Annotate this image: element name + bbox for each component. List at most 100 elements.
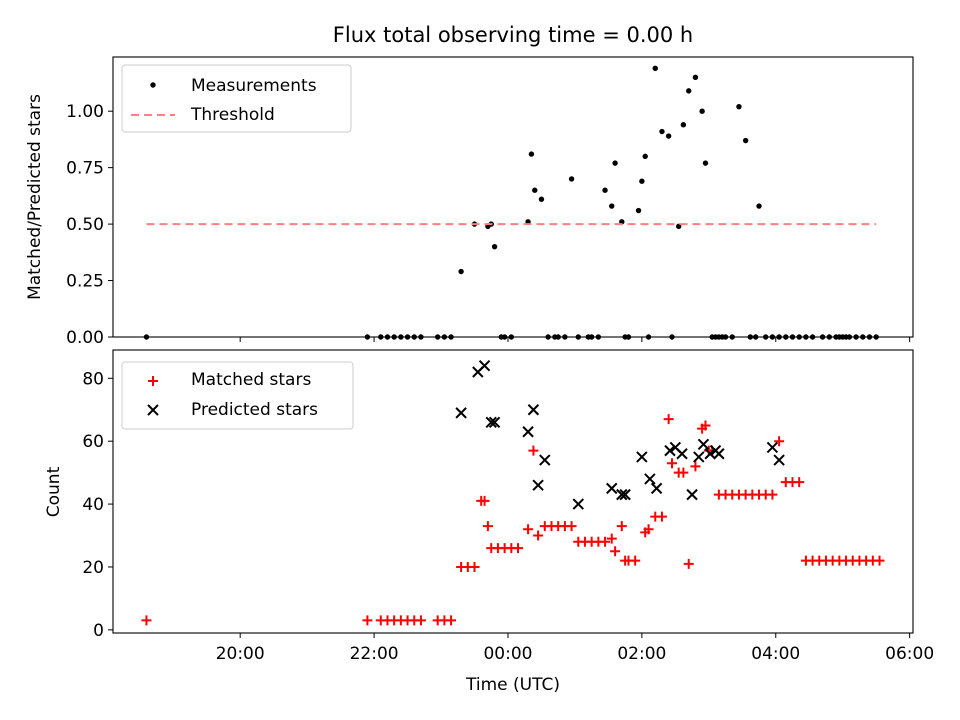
matched-stars-point [513, 543, 524, 554]
measurements-point [532, 187, 538, 193]
matched-stars-point [643, 524, 654, 535]
legend-matched-label: Matched stars [191, 370, 311, 390]
bottom-xtick-label: 02:00 [617, 644, 666, 664]
measurements-point [756, 203, 762, 209]
matched-stars-point [600, 536, 611, 547]
measurements-point [568, 176, 575, 182]
matched-stars-point [523, 524, 534, 535]
legend-predicted-marker [147, 404, 159, 416]
measurements-point [665, 133, 672, 139]
bottom-ytick-label: 40 [82, 495, 104, 515]
measurements-point [602, 187, 608, 193]
measurements-point [680, 122, 687, 128]
predicted-stars-point [773, 454, 785, 466]
bottom-xtick-label: 06:00 [885, 644, 934, 664]
predicted-stars-point [485, 416, 497, 429]
measurements-point [609, 203, 615, 209]
matched-stars-point [610, 546, 621, 557]
legend-predicted-label: Predicted stars [191, 400, 318, 420]
measurements-point [538, 196, 545, 202]
measurements-point [652, 65, 658, 71]
measurements-point [491, 243, 498, 250]
measurements-point [686, 88, 692, 94]
legend-measurements-label: Measurements [191, 76, 317, 96]
bottom-xtick-label: 04:00 [751, 644, 800, 664]
measurements-point [699, 108, 705, 114]
matched-stars-point [482, 521, 493, 532]
bottom-ylabel: Count [44, 466, 64, 517]
top-axes-frame [112, 56, 914, 338]
bottom-ytick-label: 60 [82, 432, 104, 452]
predicted-stars-point [572, 498, 584, 510]
predicted-stars-point [644, 473, 656, 485]
predicted-stars-point [619, 488, 631, 501]
measurements-point [635, 207, 642, 214]
matched-stars-point [415, 615, 426, 626]
matched-stars-point [663, 414, 674, 425]
predicted-stars-point [664, 444, 676, 457]
matched-stars-point [794, 477, 805, 488]
top-ytick-label: 0.25 [66, 272, 104, 292]
matched-stars-point [533, 530, 544, 541]
top-ytick-label: 0.75 [66, 159, 104, 179]
top-ytick-label: 1.00 [66, 102, 104, 122]
predicted-stars-point [636, 451, 648, 463]
legend-measurements-marker [150, 82, 156, 88]
predicted-stars-point [693, 451, 705, 463]
matched-stars-point [528, 445, 539, 456]
bottom-plot-area [141, 360, 885, 626]
bottom-legend-box [121, 361, 354, 430]
measurements-point [702, 160, 709, 166]
top-ytick-label: 0.50 [66, 215, 104, 235]
matched-stars-point [469, 561, 480, 572]
predicted-stars-point [616, 488, 628, 501]
predicted-stars-point [650, 482, 663, 495]
measurements-point [458, 268, 464, 275]
predicted-stars-point [676, 448, 688, 460]
predicted-stars-point [766, 441, 779, 454]
predicted-stars-point [522, 426, 534, 438]
predicted-stars-point [697, 438, 710, 451]
predicted-stars-point [478, 360, 491, 372]
matched-stars-point [774, 436, 785, 447]
top-y-ticks: 0.00 0.25 0.50 0.75 1.00 [66, 102, 113, 348]
measurements-point [639, 178, 645, 184]
bottom-xtick-label: 00:00 [483, 644, 532, 664]
matched-stars-point [446, 615, 457, 626]
matched-stars-point [606, 533, 617, 544]
bottom-ytick-label: 20 [82, 558, 104, 578]
bottom-xlabel: Time (UTC) [465, 675, 560, 695]
matched-stars-point [700, 420, 711, 431]
predicted-stars-point [539, 454, 551, 466]
matched-stars-point [767, 489, 778, 500]
legend-matched-marker [148, 376, 158, 386]
matched-stars-point [690, 461, 701, 472]
predicted-stars-point [455, 407, 467, 419]
bottom-panel: Count Time (UTC) 0 20 40 60 80 20:00 22:00 00:… [44, 349, 934, 695]
bottom-y-ticks: 0 20 40 60 80 [82, 369, 113, 641]
bottom-xtick-label: 22:00 [350, 644, 399, 664]
matched-stars-point [141, 615, 152, 626]
top-legend-box [121, 64, 352, 133]
matched-stars-point [678, 467, 689, 478]
matched-stars-point [479, 495, 490, 506]
predicted-stars-point [686, 488, 698, 501]
top-ylabel: Matched/Predicted stars [25, 94, 45, 300]
matched-stars-point [362, 615, 373, 626]
predicted-stars-point [704, 448, 716, 460]
bottom-legend: Matched stars Predicted stars [121, 361, 354, 430]
bottom-x-ticks: 20:00 22:00 00:00 02:00 04:00 06:00 [216, 633, 934, 664]
top-ytick-label: 0.00 [66, 328, 104, 348]
matched-stars-point [566, 521, 577, 532]
matched-stars-point [683, 558, 694, 569]
measurements-point [692, 74, 699, 81]
top-x-ticks [239, 337, 911, 342]
top-panel: Flux total observing time = 0.00 h Match… [25, 23, 914, 348]
measurements-point [612, 160, 618, 166]
matched-stars-point [874, 555, 885, 566]
bottom-xtick-label: 20:00 [216, 644, 265, 664]
predicted-stars-point [488, 416, 501, 429]
top-legend: Measurements Threshold [121, 64, 352, 133]
measurements-point [659, 128, 665, 135]
